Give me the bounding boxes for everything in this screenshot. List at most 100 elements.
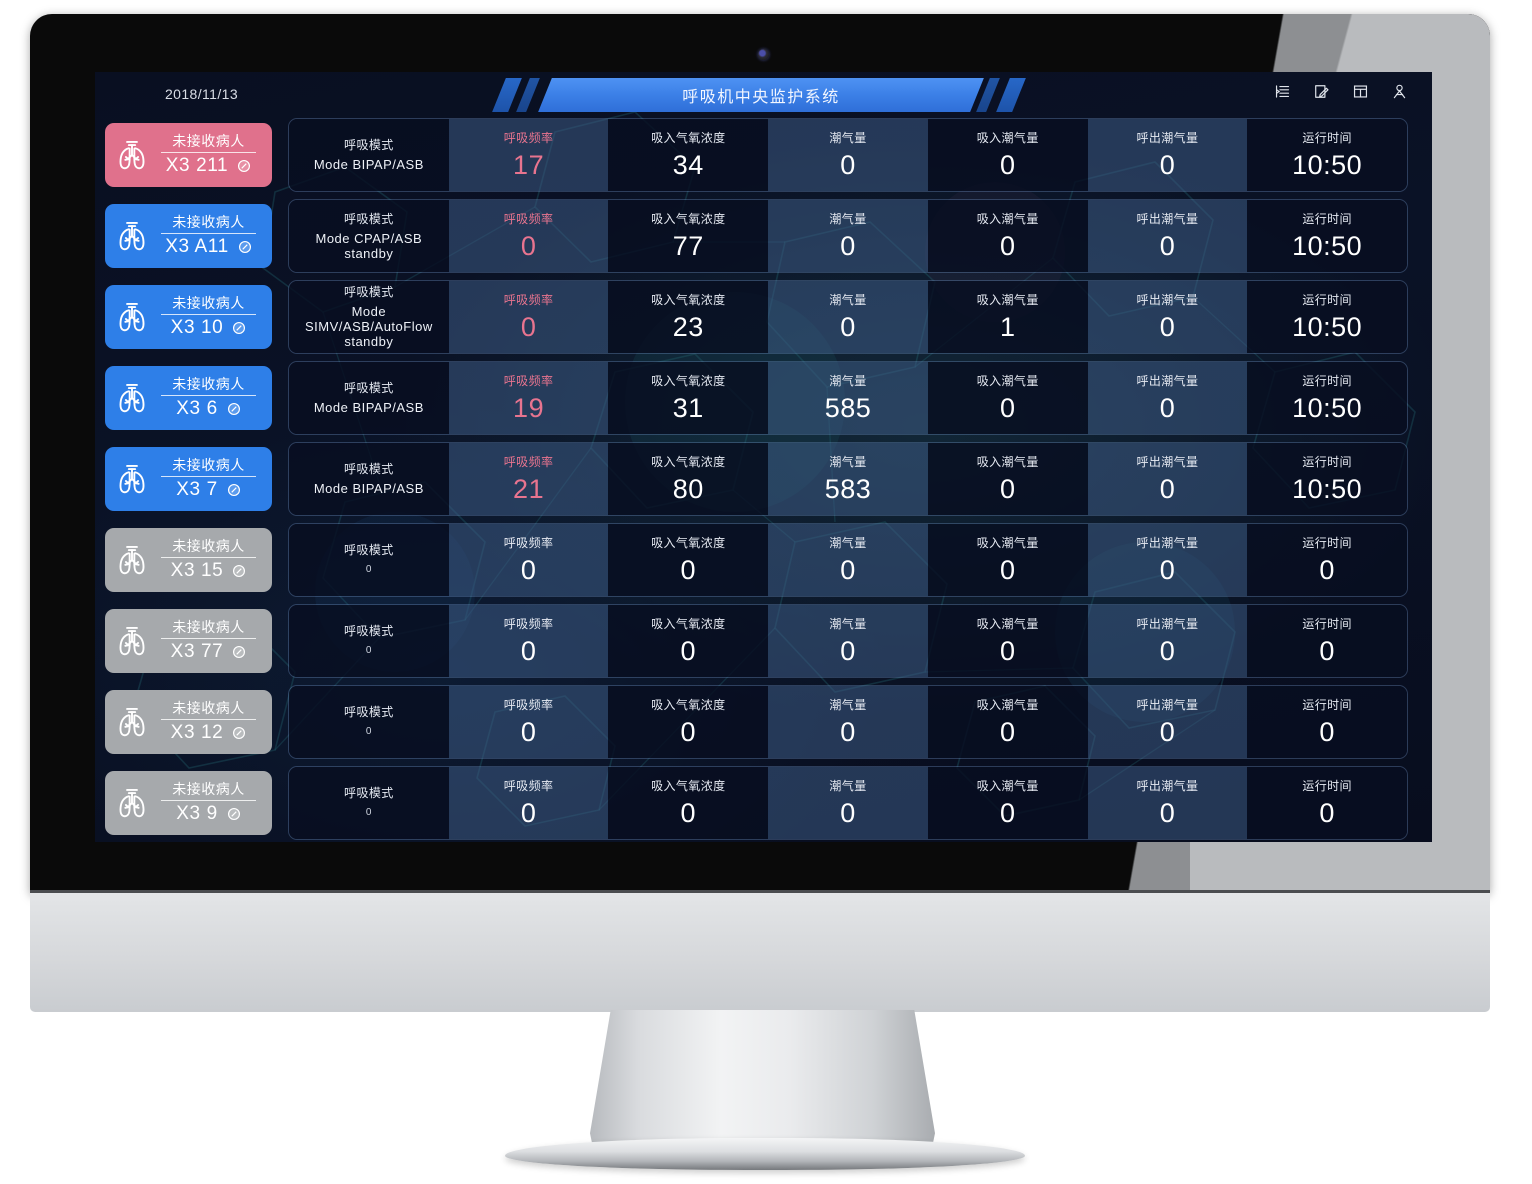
metric-cell-fio2[interactable]: 吸入气氧浓度 80 [608,443,769,515]
metric-cell-mode[interactable]: 呼吸模式 0 [289,686,449,758]
metric-cell-tidal[interactable]: 潮气量 0 [768,281,928,353]
patient-card[interactable]: 未接收病人 X3 77 [105,609,272,673]
metric-cell-runtime[interactable]: 运行时间 10:50 [1247,281,1407,353]
no-signal-badge-icon[interactable] [232,321,246,335]
patient-card[interactable]: 未接收病人 X3 A11 [105,204,272,268]
monitor-stand-foot [505,1138,1025,1170]
metric-cell-tidal_in[interactable]: 吸入潮气量 0 [927,605,1088,677]
ventilator-row[interactable]: 未接收病人 X3 A11 呼吸模式 Mode CPAP/ASB standby 呼吸… [105,199,1408,273]
metric-cell-tidal_in[interactable]: 吸入潮气量 0 [927,686,1088,758]
patient-card[interactable]: 未接收病人 X3 10 [105,285,272,349]
ventilator-row[interactable]: 未接收病人 X3 12 呼吸模式 0 呼吸频率 0 吸入气氧浓度 0 潮气量 0 吸入潮气量 0 呼… [105,685,1408,759]
no-signal-badge-icon[interactable] [232,564,246,578]
metric-cell-runtime[interactable]: 运行时间 10:50 [1247,200,1407,272]
metric-cell-mode[interactable]: 呼吸模式 Mode BIPAP/ASB [289,362,449,434]
patient-card[interactable]: 未接收病人 X3 211 [105,123,272,187]
metric-cell-fio2[interactable]: 吸入气氧浓度 0 [608,686,769,758]
metric-cell-mode[interactable]: 呼吸模式 Mode BIPAP/ASB [289,119,449,191]
metric-cell-fio2[interactable]: 吸入气氧浓度 34 [608,119,769,191]
metric-cell-tidal_in[interactable]: 吸入潮气量 0 [927,200,1088,272]
metric-cell-tidal[interactable]: 潮气量 0 [768,605,928,677]
metric-cell-rate[interactable]: 呼吸频率 0 [448,524,609,596]
metric-cell-rate[interactable]: 呼吸频率 0 [448,767,609,839]
metric-cell-mode[interactable]: 呼吸模式 0 [289,524,449,596]
metric-label: 吸入气氧浓度 [651,778,726,793]
metric-cell-tidal_out[interactable]: 呼出潮气量 0 [1087,524,1248,596]
layout-grid-icon[interactable] [1352,83,1369,100]
metric-cell-tidal_out[interactable]: 呼出潮气量 0 [1087,767,1248,839]
ventilator-row[interactable]: 未接收病人 X3 77 呼吸模式 0 呼吸频率 0 吸入气氧浓度 0 潮气量 0 吸入潮气量 0 呼… [105,604,1408,678]
metric-cell-runtime[interactable]: 运行时间 0 [1247,767,1407,839]
metric-cell-tidal_out[interactable]: 呼出潮气量 0 [1087,119,1248,191]
metric-cell-runtime[interactable]: 运行时间 10:50 [1247,443,1407,515]
no-signal-badge-icon[interactable] [227,807,241,821]
device-id-row: X3 15 [171,559,247,583]
metric-cell-runtime[interactable]: 运行时间 10:50 [1247,119,1407,191]
patient-card[interactable]: 未接收病人 X3 6 [105,366,272,430]
metric-cell-fio2[interactable]: 吸入气氧浓度 0 [608,524,769,596]
patient-card[interactable]: 未接收病人 X3 9 [105,771,272,835]
metric-cell-tidal_in[interactable]: 吸入潮气量 0 [927,767,1088,839]
metric-cell-tidal[interactable]: 潮气量 585 [768,362,928,434]
no-signal-badge-icon[interactable] [227,483,241,497]
metric-cell-rate[interactable]: 呼吸频率 21 [448,443,609,515]
metric-value: 0 [680,716,697,747]
ventilator-row[interactable]: 未接收病人 X3 211 呼吸模式 Mode BIPAP/ASB 呼吸频率 17 吸入气… [105,118,1408,192]
metric-value: 0 [1319,635,1335,666]
metric-cell-rate[interactable]: 呼吸频率 0 [448,686,609,758]
metric-cell-mode[interactable]: 呼吸模式 Mode BIPAP/ASB [289,443,449,515]
metric-cell-runtime[interactable]: 运行时间 10:50 [1247,362,1407,434]
metric-cell-tidal_out[interactable]: 呼出潮气量 0 [1087,362,1248,434]
ventilator-row[interactable]: 未接收病人 X3 9 呼吸模式 0 呼吸频率 0 吸入气氧浓度 0 潮气量 0 吸入潮气量 0 呼出… [105,766,1408,840]
metric-cell-tidal_in[interactable]: 吸入潮气量 0 [927,524,1088,596]
metric-cell-rate[interactable]: 呼吸频率 17 [448,119,609,191]
patient-card[interactable]: 未接收病人 X3 7 [105,447,272,511]
metric-cell-rate[interactable]: 呼吸频率 0 [448,281,609,353]
ventilator-row[interactable]: 未接收病人 X3 10 呼吸模式 Mode SIMV/ASB/AutoFlow s… [105,280,1408,354]
metric-cell-tidal[interactable]: 潮气量 583 [768,443,928,515]
metric-cell-tidal[interactable]: 潮气量 0 [768,767,928,839]
metric-cell-mode[interactable]: 呼吸模式 Mode CPAP/ASB standby [289,200,449,272]
metric-cell-fio2[interactable]: 吸入气氧浓度 31 [608,362,769,434]
metric-cell-mode[interactable]: 呼吸模式 0 [289,605,449,677]
metric-cell-tidal_in[interactable]: 吸入潮气量 0 [927,119,1088,191]
metric-cell-tidal_out[interactable]: 呼出潮气量 0 [1087,605,1248,677]
metric-cell-tidal_out[interactable]: 呼出潮气量 0 [1087,281,1248,353]
metric-cell-fio2[interactable]: 吸入气氧浓度 23 [608,281,769,353]
metric-cell-rate[interactable]: 呼吸频率 0 [448,605,609,677]
edit-note-icon[interactable] [1313,83,1330,100]
metric-cell-runtime[interactable]: 运行时间 0 [1247,605,1407,677]
metric-cell-mode[interactable]: 呼吸模式 0 [289,767,449,839]
metric-cell-tidal[interactable]: 潮气量 0 [768,119,928,191]
list-view-icon[interactable] [1274,83,1291,100]
metric-cell-tidal_in[interactable]: 吸入潮气量 0 [927,443,1088,515]
no-signal-badge-icon[interactable] [232,645,246,659]
metric-cell-runtime[interactable]: 运行时间 0 [1247,524,1407,596]
metric-cell-mode[interactable]: 呼吸模式 Mode SIMV/ASB/AutoFlow standby [289,281,449,353]
metric-cell-tidal[interactable]: 潮气量 0 [768,686,928,758]
metric-cell-fio2[interactable]: 吸入气氧浓度 0 [608,605,769,677]
ventilator-row[interactable]: 未接收病人 X3 15 呼吸模式 0 呼吸频率 0 吸入气氧浓度 0 潮气量 0 吸入潮气量 0 呼… [105,523,1408,597]
metric-cell-rate[interactable]: 呼吸频率 0 [448,200,609,272]
metric-cell-runtime[interactable]: 运行时间 0 [1247,686,1407,758]
no-signal-badge-icon[interactable] [238,240,252,254]
metric-cell-fio2[interactable]: 吸入气氧浓度 0 [608,767,769,839]
ventilator-row[interactable]: 未接收病人 X3 7 呼吸模式 Mode BIPAP/ASB 呼吸频率 21 吸入气氧浓… [105,442,1408,516]
ventilator-row[interactable]: 未接收病人 X3 6 呼吸模式 Mode BIPAP/ASB 呼吸频率 19 吸入气氧浓… [105,361,1408,435]
metric-cell-tidal[interactable]: 潮气量 0 [768,200,928,272]
user-account-icon[interactable] [1391,83,1408,100]
no-signal-badge-icon[interactable] [232,726,246,740]
metric-label: 潮气量 [829,292,867,307]
metric-cell-tidal_out[interactable]: 呼出潮气量 0 [1087,443,1248,515]
metric-cell-tidal_in[interactable]: 吸入潮气量 0 [927,362,1088,434]
metric-cell-tidal_out[interactable]: 呼出潮气量 0 [1087,686,1248,758]
patient-card[interactable]: 未接收病人 X3 12 [105,690,272,754]
metric-cell-tidal_in[interactable]: 吸入潮气量 1 [927,281,1088,353]
metric-cell-tidal[interactable]: 潮气量 0 [768,524,928,596]
no-signal-badge-icon[interactable] [227,402,241,416]
no-signal-badge-icon[interactable] [237,159,251,173]
metric-cell-fio2[interactable]: 吸入气氧浓度 77 [608,200,769,272]
metric-cell-rate[interactable]: 呼吸频率 19 [448,362,609,434]
metric-cell-tidal_out[interactable]: 呼出潮气量 0 [1087,200,1248,272]
patient-card[interactable]: 未接收病人 X3 15 [105,528,272,592]
